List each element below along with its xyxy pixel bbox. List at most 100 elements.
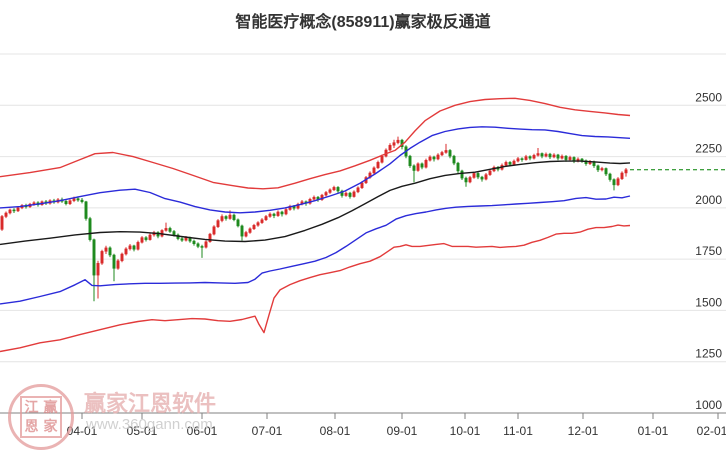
down-candle — [528, 156, 532, 159]
lower-red-channel — [0, 224, 631, 353]
up-candle — [544, 153, 548, 157]
up-candle — [276, 211, 280, 216]
middle-black-line — [0, 160, 631, 246]
x-tick-label: 01-01 — [638, 424, 669, 438]
y-tick-label: 1000 — [695, 398, 722, 412]
up-candle — [392, 142, 396, 146]
up-candle — [488, 170, 492, 175]
up-candle — [228, 214, 232, 219]
up-candle — [504, 162, 508, 166]
up-candle — [332, 187, 336, 191]
down-candle — [192, 240, 196, 245]
up-candle — [208, 233, 212, 242]
down-candle — [612, 179, 616, 186]
down-candle — [580, 158, 584, 161]
up-candle — [516, 158, 520, 162]
up-candle — [284, 209, 288, 215]
down-candle — [340, 190, 344, 196]
up-candle — [484, 174, 488, 180]
up-candle — [164, 228, 168, 231]
down-candle — [476, 173, 480, 178]
down-candle — [604, 168, 608, 175]
down-candle — [448, 150, 452, 157]
down-candle — [168, 228, 172, 232]
down-candle — [464, 177, 468, 183]
x-tick-label: 08-01 — [320, 424, 351, 438]
down-candle — [232, 214, 236, 221]
down-candle — [540, 153, 544, 157]
down-candle — [76, 198, 80, 201]
up-candle — [468, 177, 472, 183]
up-candle — [380, 155, 384, 163]
up-candle — [376, 162, 380, 169]
down-candle — [64, 201, 68, 205]
up-candle — [8, 209, 12, 214]
x-tick-label: 06-01 — [187, 424, 218, 438]
down-candle — [420, 163, 424, 168]
down-candle — [432, 156, 436, 160]
down-candle — [144, 237, 148, 240]
down-candle — [12, 209, 16, 212]
x-tick-label: 12-01 — [568, 424, 599, 438]
up-candle — [356, 187, 360, 193]
down-candle — [596, 165, 600, 171]
down-candle — [224, 216, 228, 219]
down-candle — [564, 155, 568, 160]
up-candle — [244, 232, 248, 237]
down-candle — [584, 160, 588, 165]
up-candle — [328, 189, 332, 193]
up-candle — [436, 154, 440, 160]
up-candle — [324, 192, 328, 196]
up-candle — [472, 173, 476, 178]
up-candle — [568, 157, 572, 160]
down-candle — [84, 201, 88, 219]
up-candle — [416, 163, 420, 171]
up-candle — [212, 226, 216, 235]
up-candle — [268, 213, 272, 217]
lower-blue-channel — [0, 195, 631, 305]
up-candle — [360, 182, 364, 189]
down-candle — [408, 155, 412, 167]
x-tick-label: 07-01 — [252, 424, 283, 438]
down-candle — [92, 239, 96, 276]
up-candle — [440, 152, 444, 156]
y-tick-label: 1500 — [695, 295, 722, 309]
up-candle — [96, 262, 100, 276]
y-tick-label: 2250 — [695, 142, 722, 156]
down-candle — [280, 211, 284, 215]
up-candle — [116, 260, 120, 269]
x-tick-label: 09-01 — [387, 424, 418, 438]
up-candle — [256, 222, 260, 226]
up-candle — [428, 156, 432, 161]
x-tick-label: 10-01 — [450, 424, 481, 438]
up-candle — [72, 198, 76, 201]
up-candle — [104, 247, 108, 252]
up-candle — [124, 248, 128, 255]
upper-blue-channel — [0, 126, 631, 214]
up-candle — [4, 212, 8, 217]
y-tick-label: 2000 — [695, 193, 722, 207]
down-candle — [112, 254, 116, 269]
up-candle — [140, 237, 144, 243]
up-candle — [68, 200, 72, 205]
up-candle — [120, 253, 124, 262]
up-candle — [220, 216, 224, 221]
up-candle — [0, 216, 4, 230]
y-tick-label: 1250 — [695, 347, 722, 361]
y-tick-label: 2500 — [695, 90, 722, 104]
up-candle — [128, 245, 132, 250]
up-candle — [620, 172, 624, 179]
up-candle — [372, 167, 376, 174]
up-candle — [296, 203, 300, 209]
chart-title: 智能医疗概念(858911)赢家极反通道 — [235, 14, 491, 31]
down-candle — [412, 165, 416, 171]
up-candle — [344, 192, 348, 196]
down-candle — [520, 158, 524, 160]
up-candle — [204, 241, 208, 248]
down-candle — [272, 213, 276, 216]
up-candle — [252, 225, 256, 230]
down-candle — [88, 218, 92, 240]
up-candle — [396, 139, 400, 143]
x-tick-label: 04-01 — [67, 424, 98, 438]
